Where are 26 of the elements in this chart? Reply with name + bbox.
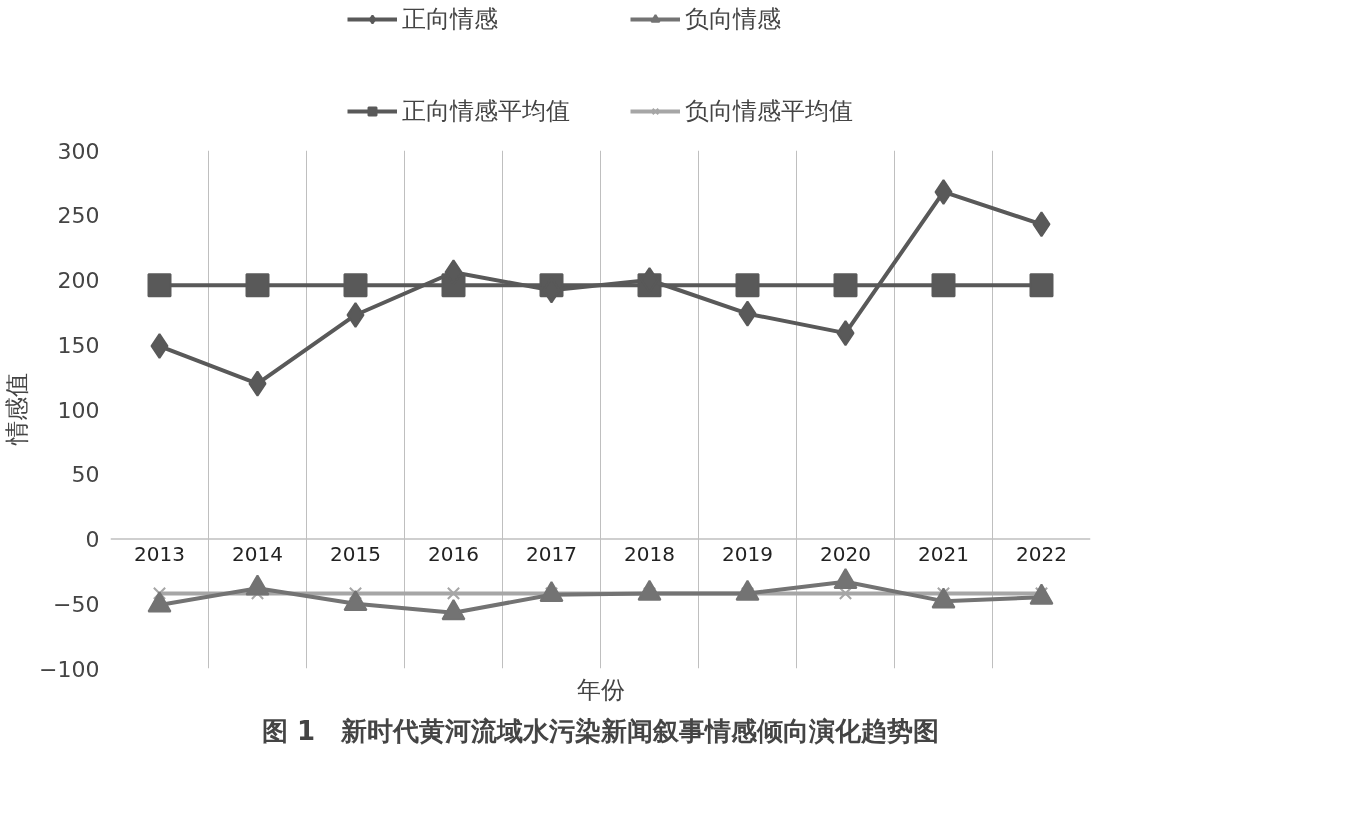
x-tick-label: 2020 <box>820 542 871 566</box>
legend-label: 正向情感平均值 <box>402 96 570 127</box>
y-tick-label: 150 <box>57 332 100 358</box>
x-tick-label: 2014 <box>232 542 283 566</box>
y-tick-label: 0 <box>85 527 100 552</box>
x-tick-label: 2016 <box>428 542 479 566</box>
x-tick-label: 2015 <box>330 542 381 566</box>
x-tick-label: 2022 <box>1016 542 1067 566</box>
y-axis-title: 情感值 <box>3 373 32 447</box>
text: 图 1 新时代黄河流域水污染新闻叙事情感倾向演化趋势图 <box>261 715 940 746</box>
x-tick-label: 2013 <box>134 542 185 566</box>
x-tick-label: 2017 <box>526 542 577 566</box>
x-tick-label: 2019 <box>722 542 773 566</box>
y-tick-label: 200 <box>57 268 100 293</box>
x-axis-title: 年份 <box>576 675 625 704</box>
y-tick-label: 100 <box>57 397 100 423</box>
x-tick-label: 2018 <box>624 542 675 566</box>
y-tick-label: −50 <box>53 591 100 617</box>
legend-label: 负向情感 <box>685 4 781 35</box>
x-tick-label: 2021 <box>918 542 969 566</box>
y-tick-label: 300 <box>57 138 100 164</box>
legend-label: 负向情感平均值 <box>685 96 853 127</box>
y-tick-label: 250 <box>57 203 100 229</box>
y-tick-label: −100 <box>39 656 100 682</box>
legend-label: 正向情感 <box>402 4 498 35</box>
y-tick-label: 50 <box>71 462 100 488</box>
